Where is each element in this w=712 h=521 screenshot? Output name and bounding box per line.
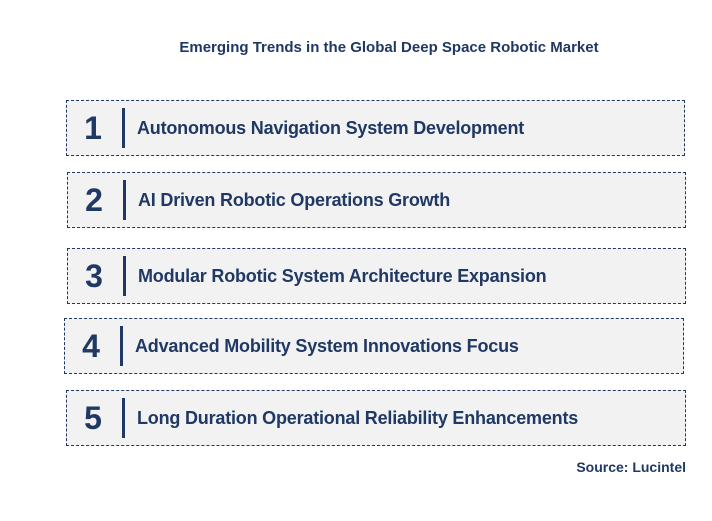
trend-label: Modular Robotic System Architecture Expa… [138,265,547,286]
trend-number: 4 [82,327,100,364]
trend-divider [123,256,126,296]
trend-divider [120,326,123,366]
trend-item-2: 2 AI Driven Robotic Operations Growth [67,172,686,228]
trend-item-5: 5 Long Duration Operational Reliability … [66,390,686,446]
trend-item-4: 4 Advanced Mobility System Innovations F… [64,318,684,374]
trend-label: Long Duration Operational Reliability En… [137,407,579,428]
trend-item-1: 1 Autonomous Navigation System Developme… [66,100,685,156]
diagram-title: Emerging Trends in the Global Deep Space… [179,39,599,56]
trend-number: 2 [85,181,103,218]
trend-item-3: 3 Modular Robotic System Architecture Ex… [67,248,686,304]
trend-number: 1 [84,109,102,146]
trend-divider [123,180,126,220]
trend-number: 5 [84,399,102,436]
trend-number: 3 [85,257,103,294]
trend-label: AI Driven Robotic Operations Growth [138,189,451,210]
trend-divider [122,398,125,438]
trend-divider [122,108,125,148]
trend-label: Advanced Mobility System Innovations Foc… [135,335,519,356]
source-note: Source: Lucintel [576,459,686,475]
trend-label: Autonomous Navigation System Development [137,117,525,138]
